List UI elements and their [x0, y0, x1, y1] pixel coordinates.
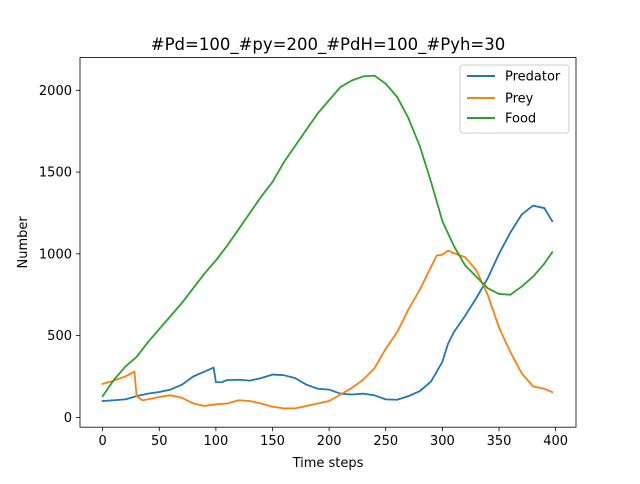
x-tick-label: 200 — [317, 434, 342, 449]
y-ticks: 0 500 1000 1500 2000 — [39, 84, 80, 426]
x-tick-label: 150 — [260, 434, 285, 449]
y-axis-label: Number — [16, 216, 31, 269]
x-tick-label: 400 — [543, 434, 568, 449]
series-layer — [101, 74, 554, 410]
series-line-predator — [101, 204, 554, 402]
y-tick-label: 500 — [47, 329, 72, 344]
y-tick-label: 2000 — [39, 84, 72, 99]
x-tick-label: 50 — [151, 434, 168, 449]
legend-label-predator: Predator — [505, 70, 561, 85]
legend-label-prey: Prey — [505, 92, 534, 107]
y-tick-label: 1000 — [39, 247, 72, 262]
series-line-prey — [101, 249, 554, 410]
y-tick-label: 0 — [64, 411, 72, 426]
x-tick-label: 100 — [203, 434, 228, 449]
x-axis-label: Time steps — [292, 456, 364, 471]
legend-box — [459, 64, 570, 134]
x-tick-label: 250 — [373, 434, 398, 449]
x-tick-label: 0 — [99, 434, 107, 449]
legend-label-food: Food — [505, 112, 536, 127]
x-ticks: 0 50 100 150 200 250 300 350 400 — [99, 427, 568, 449]
y-tick-label: 1500 — [39, 166, 72, 181]
x-tick-label: 300 — [430, 434, 455, 449]
series-line-food — [101, 74, 554, 398]
chart-title: #Pd=100_#py=200_#PdH=100_#Pyh=30 — [151, 35, 506, 55]
x-tick-label: 350 — [487, 434, 512, 449]
axes-frame — [79, 57, 577, 428]
legend: Predator Prey Food — [459, 64, 570, 134]
